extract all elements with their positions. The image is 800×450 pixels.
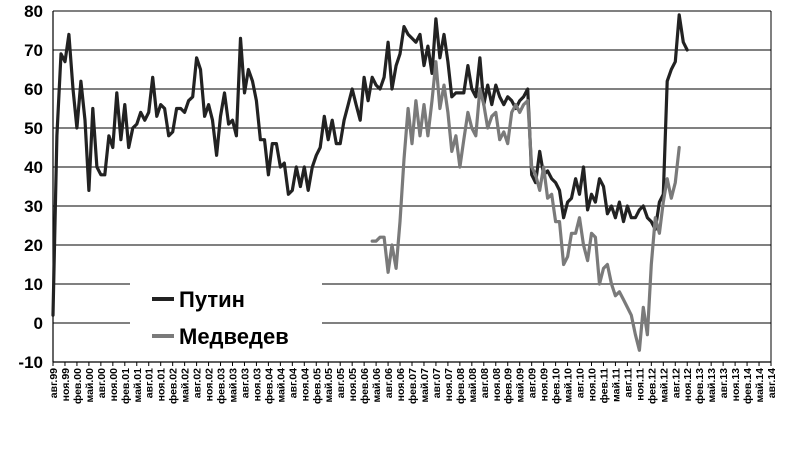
x-tick-label: ноя.11 bbox=[634, 368, 646, 401]
y-tick-label: -10 bbox=[18, 353, 43, 372]
legend-background bbox=[130, 271, 322, 355]
x-tick-label: авг.13 bbox=[718, 368, 730, 398]
x-tick-label: фев.06 bbox=[359, 368, 371, 404]
y-tick-label: 50 bbox=[24, 119, 43, 138]
x-tick-label: май.01 bbox=[132, 368, 144, 403]
y-tick-label: 10 bbox=[24, 275, 43, 294]
x-tick-label: фев.02 bbox=[168, 368, 180, 404]
x-tick-label: авг.05 bbox=[335, 368, 347, 398]
x-tick-label: май.05 bbox=[323, 368, 335, 403]
x-tick-label: май.03 bbox=[228, 368, 240, 403]
x-tick-label: ноя.06 bbox=[395, 368, 407, 402]
x-tick-label: авг.02 bbox=[192, 368, 204, 398]
x-tick-label: авг.12 bbox=[670, 368, 682, 398]
x-tick-label: авг.04 bbox=[287, 368, 299, 398]
x-tick-label: май.02 bbox=[180, 368, 192, 403]
x-tick-label: май.14 bbox=[754, 368, 766, 403]
y-tick-label: 0 bbox=[34, 314, 43, 333]
x-tick-label: авг.00 bbox=[96, 368, 108, 398]
x-tick-label: ноя.05 bbox=[347, 368, 359, 402]
x-tick-label: ноя.07 bbox=[443, 368, 455, 402]
y-tick-label: 30 bbox=[24, 197, 43, 216]
x-tick-label: авг.99 bbox=[48, 368, 60, 398]
x-tick-label: май.00 bbox=[84, 368, 96, 403]
x-tick-label: май.09 bbox=[515, 368, 527, 403]
x-tick-label: фев.09 bbox=[503, 368, 515, 404]
x-tick-label: май.04 bbox=[275, 368, 287, 403]
x-tick-label: ноя.00 bbox=[108, 368, 120, 402]
x-axis: авг.99 ноя.99 фев.00 май.00 авг.00 ноя.00 фев.… bbox=[48, 362, 778, 404]
x-tick-label: ноя.12 bbox=[682, 368, 694, 402]
x-tick-label: авг.08 bbox=[479, 368, 491, 398]
legend: Путин Медведев bbox=[130, 271, 322, 355]
x-tick-label: авг.07 bbox=[431, 368, 443, 398]
x-tick-label: авг.11 bbox=[622, 368, 634, 398]
x-tick-label: фев.08 bbox=[455, 368, 467, 404]
x-tick-label: фев.01 bbox=[120, 368, 132, 404]
x-tick-label: авг.03 bbox=[239, 368, 251, 398]
x-tick-label: фев.03 bbox=[216, 368, 228, 404]
legend-label-putin: Путин bbox=[179, 287, 245, 312]
x-tick-label: май.07 bbox=[419, 368, 431, 403]
x-tick-label: май.10 bbox=[563, 368, 575, 403]
x-tick-label: фев.07 bbox=[407, 368, 419, 404]
x-tick-label: ноя.99 bbox=[60, 368, 72, 402]
x-tick-label: авг.06 bbox=[383, 368, 395, 398]
x-tick-label: ноя.08 bbox=[491, 368, 503, 402]
x-tick-label: фев.14 bbox=[742, 368, 754, 404]
x-tick-label: авг.14 bbox=[766, 368, 778, 398]
y-axis: -10 0 10 20 30 40 50 60 70 80 bbox=[18, 2, 43, 372]
y-tick-label: 20 bbox=[24, 236, 43, 255]
x-tick-label: фев.05 bbox=[311, 368, 323, 404]
x-tick-label: май.11 bbox=[610, 368, 622, 402]
series-line-putin bbox=[51, 13, 689, 317]
y-tick-label: 60 bbox=[24, 80, 43, 99]
x-tick-label: май.13 bbox=[706, 368, 718, 403]
y-tick-label: 70 bbox=[24, 41, 43, 60]
x-tick-label: май.06 bbox=[371, 368, 383, 403]
x-tick-label: май.08 bbox=[467, 368, 479, 403]
y-tick-label: 80 bbox=[24, 2, 43, 21]
x-tick-label: фев.00 bbox=[72, 368, 84, 404]
x-tick-label: ноя.04 bbox=[299, 368, 311, 402]
x-tick-label: ноя.09 bbox=[539, 368, 551, 402]
x-tick-label: авг.10 bbox=[575, 368, 587, 398]
y-tick-label: 40 bbox=[24, 158, 43, 177]
x-tick-label: ноя.10 bbox=[587, 368, 599, 402]
legend-label-medvedev: Медведев bbox=[179, 324, 289, 349]
x-tick-label: фев.04 bbox=[263, 368, 275, 404]
series-line-medvedev bbox=[370, 60, 681, 352]
x-tick-label: ноя.03 bbox=[251, 368, 263, 402]
x-tick-label: фев.12 bbox=[646, 368, 658, 404]
x-tick-label: май.12 bbox=[658, 368, 670, 403]
x-tick-label: фев.11 bbox=[598, 368, 610, 404]
x-tick-label: ноя.01 bbox=[156, 368, 168, 402]
x-tick-label: ноя.02 bbox=[204, 368, 216, 402]
x-tick-label: авг.01 bbox=[144, 368, 156, 398]
x-tick-label: фев.13 bbox=[694, 368, 706, 404]
x-tick-label: авг.09 bbox=[527, 368, 539, 398]
x-tick-label: ноя.13 bbox=[730, 368, 742, 402]
series-lines bbox=[51, 13, 689, 352]
x-tick-label: фев.10 bbox=[551, 368, 563, 404]
